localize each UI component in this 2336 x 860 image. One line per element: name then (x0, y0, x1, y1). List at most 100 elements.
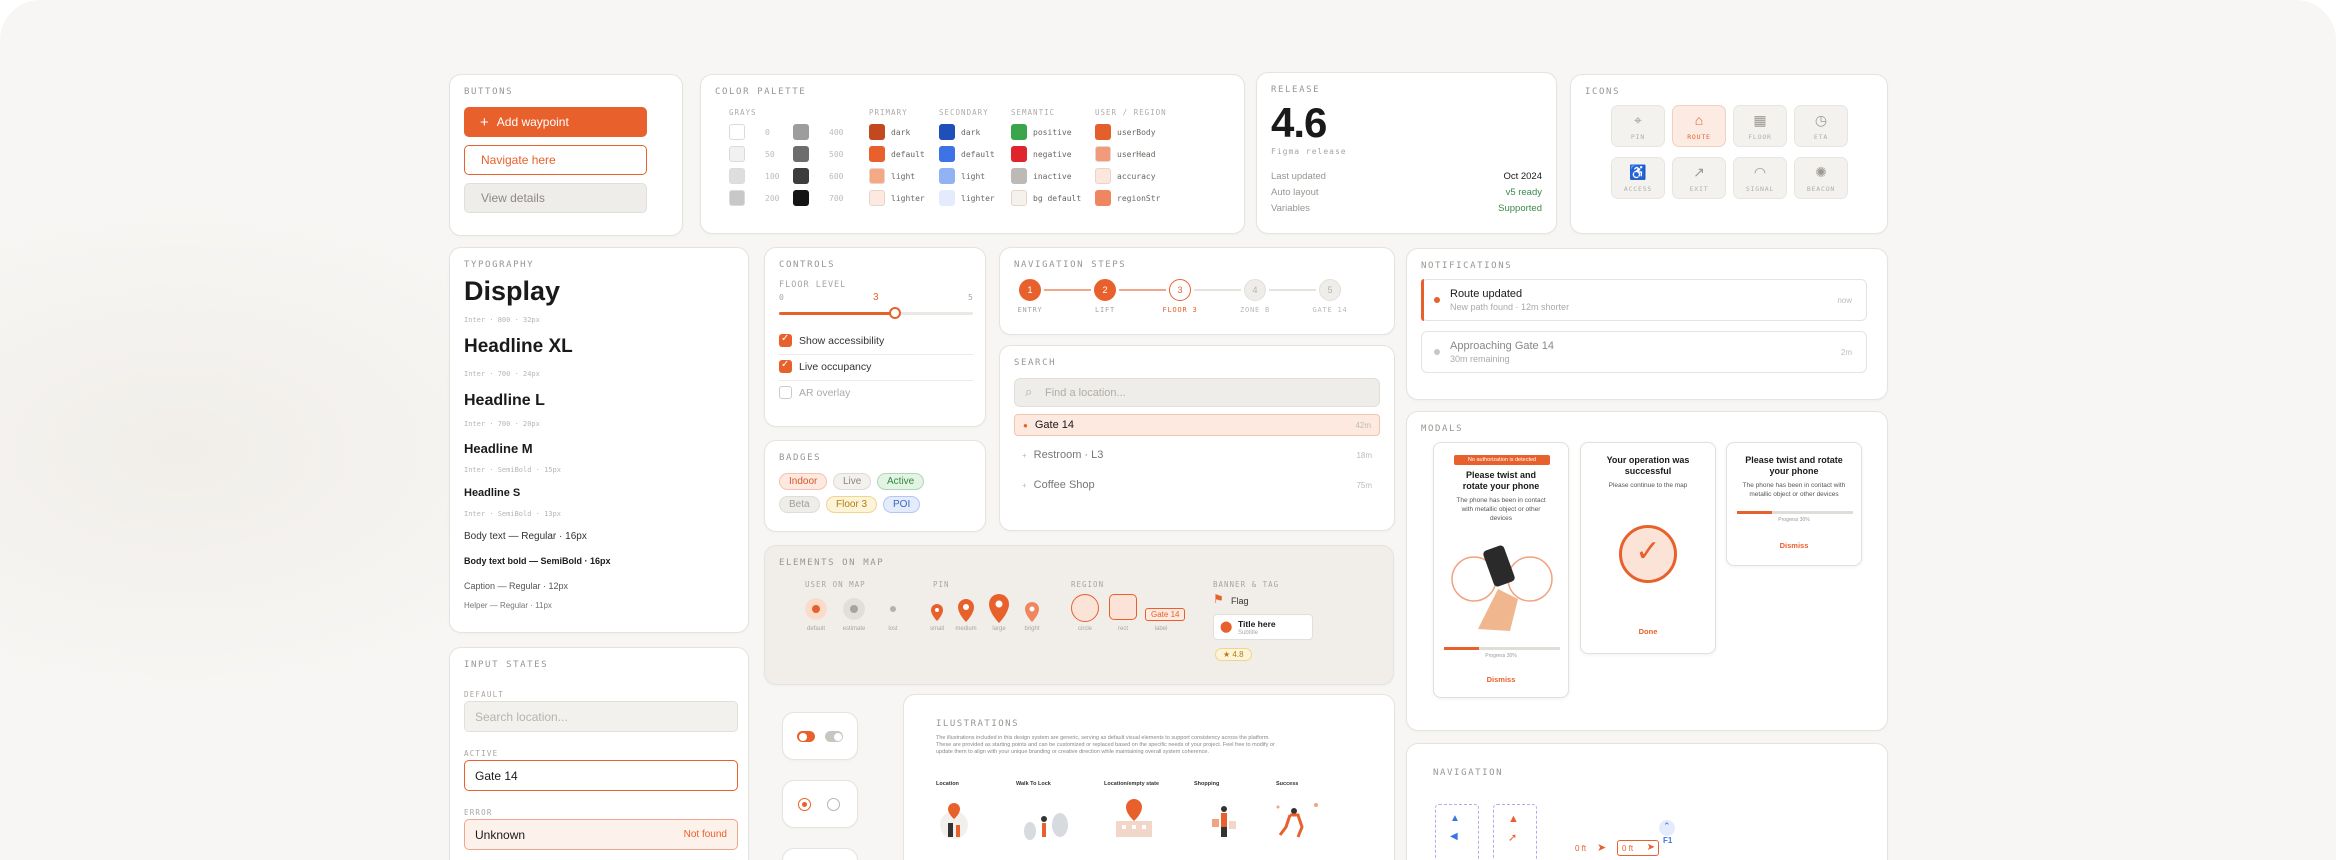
nav-control-group-1: ▲ ◀ (1435, 804, 1479, 860)
rotate-dismiss-link[interactable]: Dismiss (1486, 675, 1516, 684)
info-card-title: Title here (1238, 619, 1276, 629)
step-label: ENTRY (1017, 306, 1043, 314)
location-illustration (940, 803, 968, 839)
nav-left-arrow-icon[interactable]: ◀ (1450, 831, 1458, 842)
step-4[interactable]: 4 (1244, 279, 1266, 301)
icon-tile-eta[interactable]: ◷ ETA (1794, 105, 1848, 147)
beacon-icon: ✺ (1815, 164, 1827, 180)
floor-indicator[interactable]: ⌃ (1659, 820, 1675, 836)
compact-dismiss-link[interactable]: Dismiss (1779, 541, 1809, 550)
view-details-button[interactable]: View details (464, 183, 647, 213)
divider (779, 354, 973, 355)
icon-tile-label: BEACON (1806, 185, 1836, 193)
notification-subtitle: 30m remaining (1450, 354, 1510, 364)
icon-tile-label: PIN (1630, 133, 1646, 141)
step-5[interactable]: 5 (1319, 279, 1341, 301)
result-distance: 42m (1355, 420, 1371, 430)
search-result-item[interactable]: + Restroom · L3 18m (1014, 444, 1380, 466)
search-result-item[interactable]: ● Gate 14 42m (1014, 414, 1380, 436)
notification-item[interactable]: Approaching Gate 14 30m remaining 2m (1421, 331, 1867, 373)
floor-slider-track[interactable] (779, 307, 973, 319)
user-lost-marker (890, 606, 896, 612)
pin-caption: bright (1024, 626, 1040, 632)
icon-tile-route[interactable]: ⌂ ROUTE (1672, 105, 1726, 147)
checkbox[interactable] (779, 359, 792, 373)
user-estimate-marker (843, 598, 865, 620)
active-input[interactable]: Gate 14 (464, 760, 738, 791)
nav-distance-pill[interactable]: 0 ft ➤ (1617, 840, 1659, 856)
map-info-card[interactable]: ⬤ Title here Subtitle (1213, 614, 1313, 640)
notification-dot-icon (1434, 349, 1440, 355)
result-bullet-icon: + (1022, 480, 1027, 490)
primary-swatch (869, 146, 885, 162)
checkbox[interactable] (779, 386, 792, 399)
nav-turn-up-icon[interactable]: ▲ (1508, 813, 1519, 825)
icons-card: ICONS ⌖ PIN ⌂ ROUTE ▦ FLOOR ◷ ETA ♿ ACCESS ↗ EXIT ◠ S… (1570, 74, 1888, 234)
checkbox[interactable] (779, 333, 792, 347)
illustrations-card: ILUSTRATIONS The illustrations included … (903, 694, 1395, 860)
status-badge: Floor 3 (826, 496, 878, 513)
icon-tile-pin[interactable]: ⌖ PIN (1611, 105, 1665, 147)
illustrations-desc-1: The illustrations included in this desig… (936, 735, 1270, 741)
illustration-caption: Walk To Lock (1016, 781, 1051, 787)
nav-turn-right-icon[interactable]: ➚ (1508, 832, 1518, 844)
typography-title: TYPOGRAPHY (464, 260, 535, 270)
icon-tile-exit[interactable]: ↗ EXIT (1672, 157, 1726, 199)
palette-title: COLOR PALETTE (715, 87, 807, 97)
buttons-card: BUTTONS + Add waypoint Navigate here Vie… (449, 74, 683, 236)
route-icon: ⌂ (1694, 112, 1704, 128)
icon-tile-label: ACCESS (1623, 185, 1653, 193)
icon-tile-floor[interactable]: ▦ FLOOR (1733, 105, 1787, 147)
primary-swatch-label: dark (891, 128, 911, 137)
toggle-off[interactable] (825, 731, 843, 742)
navigation-steps-card: NAVIGATION STEPS 1 ENTRY 2 LIFT 3 FLOOR 3 4 ZON… (999, 247, 1395, 335)
step-3[interactable]: 3 (1169, 279, 1191, 301)
success-done-link[interactable]: Done (1638, 627, 1658, 636)
floor-level-label: FLOOR LEVEL (779, 280, 847, 290)
compact-progress-label: Progress 30% (1778, 517, 1810, 523)
rotate-progress-fill (1444, 647, 1479, 650)
toggle-on[interactable] (797, 731, 815, 742)
result-label: Restroom · L3 (1033, 449, 1104, 461)
modals-card: MODALS No authorization is detected Plea… (1406, 411, 1888, 731)
icon-tile-access[interactable]: ♿ ACCESS (1611, 157, 1665, 199)
radio-unselected[interactable] (827, 798, 840, 811)
user-swatch (1095, 146, 1111, 162)
user-marker-caption: default (806, 626, 825, 632)
illustration-caption: Success (1276, 781, 1299, 787)
step-1[interactable]: 1 (1019, 279, 1041, 301)
pin-caption: medium (955, 626, 977, 632)
release-value: Supported (1498, 203, 1542, 214)
icon-tile-beacon[interactable]: ✺ BEACON (1794, 157, 1848, 199)
info-card-subtitle: Subtitle (1238, 630, 1259, 636)
shopping-illustration (1212, 806, 1236, 837)
notifications-card: NOTIFICATIONS Route updated New path foun… (1406, 248, 1888, 400)
step-connector (1269, 289, 1316, 291)
error-input[interactable]: Unknown Not found (464, 819, 738, 850)
search-input[interactable]: ⌕ Find a location... (1014, 378, 1380, 407)
nav-up-arrow-icon[interactable]: ▲ (1450, 813, 1460, 824)
search-title: SEARCH (1014, 358, 1057, 368)
input-states-title: INPUT STATES (464, 660, 549, 670)
add-waypoint-button[interactable]: + Add waypoint (464, 107, 647, 137)
notification-item[interactable]: Route updated New path found · 12m shorte… (1421, 279, 1867, 321)
search-result-item[interactable]: + Coffee Shop 75m (1014, 474, 1380, 496)
headline-s-sample: Headline S (464, 487, 521, 499)
semantic-swatch (1011, 190, 1027, 206)
compact-modal-heading: Please twist and rotate your phone (1745, 455, 1843, 476)
typography-card: TYPOGRAPHY Display Inter · 800 · 32px He… (449, 247, 749, 633)
floor-slider-thumb[interactable] (889, 307, 902, 319)
gray-swatch (729, 190, 745, 206)
navigation-title: NAVIGATION (1433, 768, 1504, 778)
secondary-swatch-label: lighter (961, 194, 995, 203)
success-modal-body: Please continue to the map (1608, 482, 1688, 489)
icon-tile-signal[interactable]: ◠ SIGNAL (1733, 157, 1787, 199)
step-2[interactable]: 2 (1094, 279, 1116, 301)
radio-selected[interactable] (798, 798, 811, 811)
headline-m-sample: Headline M (464, 441, 533, 456)
region-label-tag: Gate 14 (1145, 608, 1186, 621)
default-input[interactable]: Search location... (464, 701, 738, 732)
user-swatch-label: userHead (1117, 150, 1156, 159)
release-title: RELEASE (1271, 85, 1321, 95)
navigate-here-button[interactable]: Navigate here (464, 145, 647, 175)
